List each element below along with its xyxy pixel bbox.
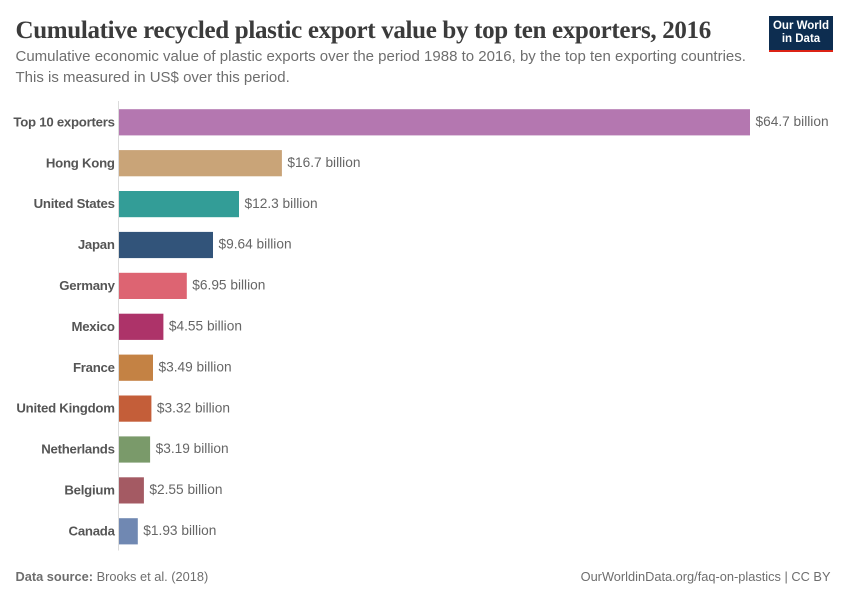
svg-text:$3.49 billion: $3.49 billion [159,359,232,374]
svg-text:United Kingdom: United Kingdom [16,401,114,416]
svg-text:Netherlands: Netherlands [41,442,114,457]
svg-text:$4.55 billion: $4.55 billion [169,318,242,333]
svg-text:$3.19 billion: $3.19 billion [156,441,229,456]
svg-text:$6.95 billion: $6.95 billion [192,278,265,293]
svg-text:$3.32 billion: $3.32 billion [157,400,230,415]
svg-text:$9.64 billion: $9.64 billion [219,237,292,252]
svg-text:United States: United States [34,196,115,211]
svg-text:Hong Kong: Hong Kong [46,155,115,170]
svg-text:$12.3 billion: $12.3 billion [245,196,318,211]
svg-text:$64.7 billion: $64.7 billion [756,114,829,129]
svg-text:Top 10 exporters: Top 10 exporters [13,114,114,129]
svg-text:Japan: Japan [78,237,115,252]
svg-text:Germany: Germany [59,278,115,293]
svg-text:Belgium: Belgium [64,483,114,498]
svg-text:Mexico: Mexico [71,319,114,334]
svg-text:France: France [73,360,115,375]
svg-text:$1.93 billion: $1.93 billion [143,523,216,538]
svg-text:$16.7 billion: $16.7 billion [287,155,360,170]
svg-text:$2.55 billion: $2.55 billion [149,482,222,497]
svg-text:Canada: Canada [69,523,116,538]
